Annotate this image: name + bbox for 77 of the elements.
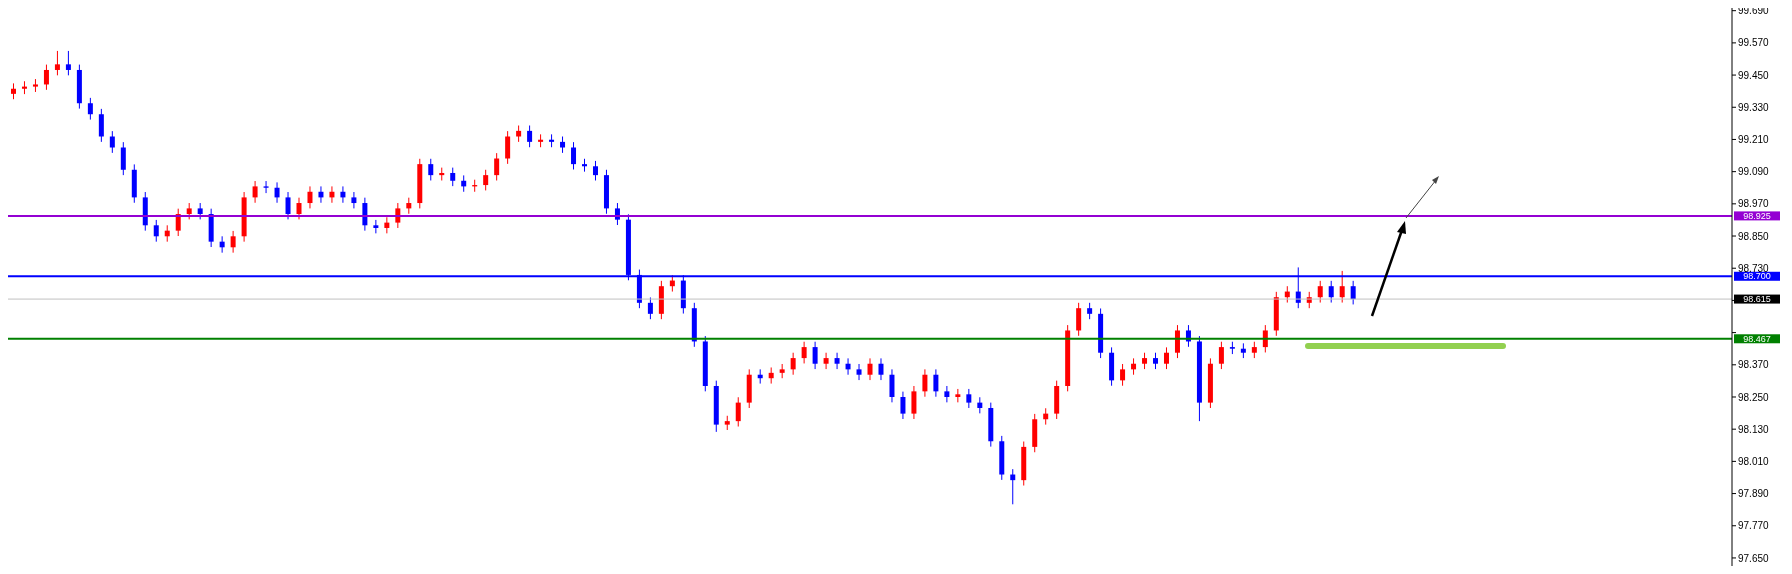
candlestick	[450, 167, 456, 187]
candlestick	[373, 219, 379, 234]
candlestick	[120, 141, 126, 176]
y-tick-label: 98.250	[1738, 391, 1770, 403]
candlestick	[955, 388, 961, 403]
candlestick	[911, 385, 917, 420]
candlestick	[878, 357, 884, 381]
candlestick	[43, 64, 49, 91]
candlestick	[296, 197, 302, 220]
candlestick	[87, 97, 93, 121]
y-tick-label: 97.770	[1738, 520, 1770, 532]
candlestick	[285, 191, 291, 220]
candlestick	[790, 352, 796, 376]
y-tick-label: 98.850	[1738, 230, 1770, 242]
y-tick-label: 99.330	[1738, 101, 1770, 113]
y-tick-label: 99.210	[1738, 134, 1770, 145]
ref-line-label: 98.615	[1743, 294, 1771, 305]
candlestick	[1163, 346, 1169, 370]
y-tick-label: 98.010	[1738, 455, 1770, 467]
candlestick	[1174, 324, 1180, 359]
candlestick	[109, 130, 115, 154]
candlestick	[252, 180, 258, 204]
candlestick	[351, 191, 357, 209]
candlestick	[856, 363, 862, 381]
y-tick-label: 98.130	[1738, 423, 1770, 435]
candlestick	[867, 357, 873, 381]
candlestick	[307, 185, 313, 209]
candlestick	[384, 216, 390, 234]
candlestick	[801, 341, 807, 364]
candlestick	[230, 230, 236, 254]
candlestick	[966, 388, 972, 409]
y-tick-label: 99.090	[1738, 166, 1770, 178]
candlestick	[889, 368, 895, 403]
candlestick	[494, 152, 500, 181]
candlestick	[54, 50, 60, 76]
candlestick	[505, 130, 511, 165]
ref-line-label: 98.925	[1743, 211, 1771, 222]
candlestick	[428, 158, 434, 181]
candlestick	[263, 180, 269, 194]
candlestick	[1120, 363, 1126, 387]
candlestick	[823, 352, 829, 370]
candlestick	[1317, 280, 1323, 304]
y-tick-label: 99.690	[1738, 5, 1770, 17]
candlestick	[571, 141, 577, 170]
candlestick	[834, 352, 840, 370]
y-tick-label: 98.730	[1738, 262, 1770, 274]
candlestick	[98, 108, 104, 143]
candlestick	[527, 125, 533, 148]
y-tick-label: 99.570	[1738, 37, 1770, 49]
candlestick	[483, 169, 489, 191]
candlestick	[1328, 280, 1334, 304]
ref-line-label: 98.700	[1743, 271, 1771, 282]
candlestick	[647, 296, 653, 320]
candlestick	[1262, 324, 1268, 353]
candlestick	[1350, 280, 1356, 305]
candlestick	[362, 197, 368, 232]
candlestick	[944, 385, 950, 403]
candlestick	[933, 368, 939, 398]
candlestick	[65, 50, 71, 76]
candlestick	[395, 202, 401, 229]
y-tick-label: 99.450	[1738, 69, 1770, 81]
candlestick	[922, 368, 928, 398]
candlestick	[175, 208, 181, 237]
candlestick	[735, 396, 741, 427]
candlestick	[1339, 270, 1345, 304]
ref-line-label: 98.467	[1743, 333, 1771, 344]
y-tick-label: 98.370	[1738, 359, 1770, 371]
candlestick	[1218, 341, 1224, 370]
y-tick-label: 97.890	[1738, 488, 1770, 500]
candlestick	[1076, 302, 1082, 337]
candlestick	[274, 181, 280, 204]
candlestick	[900, 391, 906, 420]
y-tick-label: 97.650	[1738, 552, 1770, 564]
candlestick	[812, 341, 818, 370]
candlestick	[592, 160, 598, 181]
y-tick-label: 98.970	[1738, 198, 1770, 210]
candlestick	[153, 219, 159, 243]
